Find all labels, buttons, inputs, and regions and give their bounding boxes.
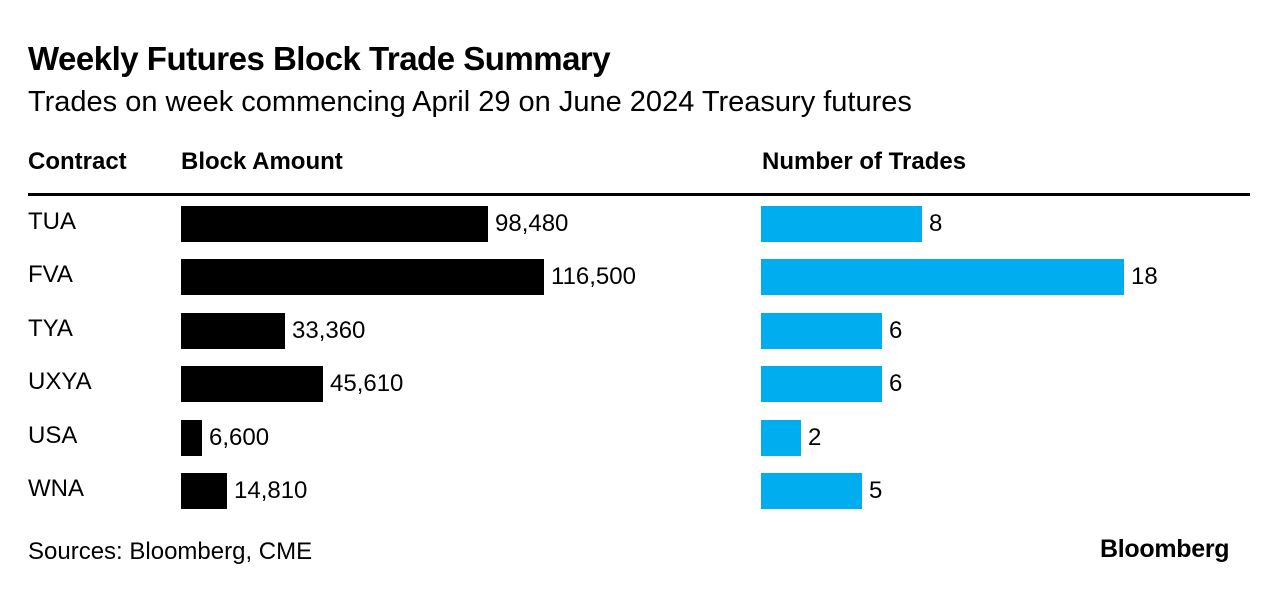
chart-title: Weekly Futures Block Trade Summary	[28, 40, 611, 77]
number-of-trades-value-label: 6	[889, 370, 903, 397]
number-of-trades-bar	[761, 259, 1124, 295]
block-amount-bar	[181, 366, 323, 402]
block-amount-value-label: 6,600	[209, 424, 270, 451]
source-note: Sources: Bloomberg, CME	[28, 538, 313, 565]
number-of-trades-column-header: Number of Trades	[762, 148, 967, 175]
number-of-trades-bar	[761, 313, 882, 349]
number-of-trades-bar	[761, 206, 922, 242]
contract-label: WNA	[28, 475, 84, 502]
number-of-trades-value-label: 18	[1131, 263, 1158, 290]
number-of-trades-value-label: 6	[889, 317, 903, 344]
number-of-trades-bar	[761, 473, 862, 509]
block-amount-bar	[181, 313, 285, 349]
block-amount-value-label: 45,610	[330, 370, 404, 397]
number-of-trades-bar	[761, 366, 882, 402]
block-amount-value-label: 98,480	[495, 210, 569, 237]
block-amount-bar	[181, 420, 202, 456]
number-of-trades-bar	[761, 420, 801, 456]
block-amount-column-header: Block Amount	[181, 148, 343, 175]
block-amount-bar	[181, 259, 544, 295]
contract-label: TYA	[28, 315, 73, 342]
contract-label: USA	[28, 422, 78, 449]
number-of-trades-value-label: 8	[929, 210, 943, 237]
block-amount-bar	[181, 206, 488, 242]
block-amount-value-label: 14,810	[234, 477, 308, 504]
chart-subtitle: Trades on week commencing April 29 on Ju…	[28, 86, 912, 118]
number-of-trades-value-label: 5	[869, 477, 883, 504]
contract-label: UXYA	[28, 368, 92, 395]
bloomberg-logo: Bloomberg	[1100, 535, 1230, 563]
block-amount-bar	[181, 473, 227, 509]
number-of-trades-value-label: 2	[808, 424, 822, 451]
contract-label: TUA	[28, 208, 76, 235]
contract-column-header: Contract	[28, 148, 127, 175]
block-amount-value-label: 116,500	[551, 263, 636, 290]
contract-label: FVA	[28, 261, 73, 288]
header-divider	[28, 193, 1250, 196]
block-amount-value-label: 33,360	[292, 317, 366, 344]
